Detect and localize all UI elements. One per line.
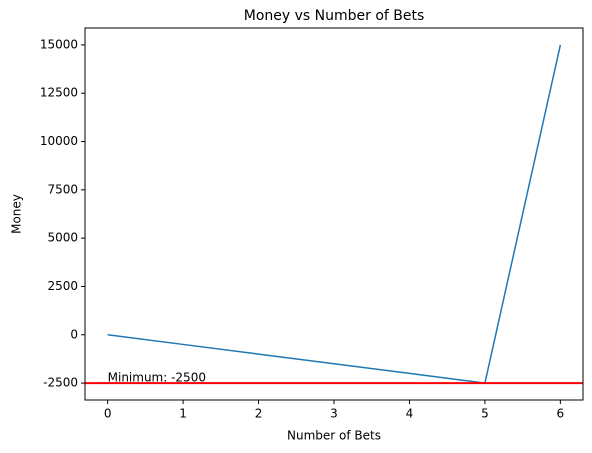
y-tick-label: 0 <box>70 327 78 341</box>
y-tick-label: -2500 <box>43 376 78 390</box>
y-tick-label: 15000 <box>40 37 78 51</box>
y-tick-label: 10000 <box>40 134 78 148</box>
x-tick-label: 0 <box>104 407 112 421</box>
x-tick-label: 3 <box>330 407 338 421</box>
chart-title: Money vs Number of Bets <box>244 8 425 24</box>
y-tick-label: 12500 <box>40 86 78 100</box>
x-tick-label: 1 <box>179 407 187 421</box>
plot-frame <box>84 27 584 401</box>
x-tick-label: 6 <box>557 407 565 421</box>
y-tick-label: 7500 <box>47 182 78 196</box>
y-tick-label: 2500 <box>47 279 78 293</box>
min-annotation: Minimum: -2500 <box>108 371 206 385</box>
x-tick-label: 5 <box>481 407 489 421</box>
x-tick-label: 4 <box>406 407 414 421</box>
x-tick-label: 2 <box>255 407 263 421</box>
y-axis-label: Money <box>10 194 24 234</box>
y-tick-label: 5000 <box>47 231 78 245</box>
data-line <box>107 44 562 384</box>
x-axis-label: Number of Bets <box>287 429 381 443</box>
